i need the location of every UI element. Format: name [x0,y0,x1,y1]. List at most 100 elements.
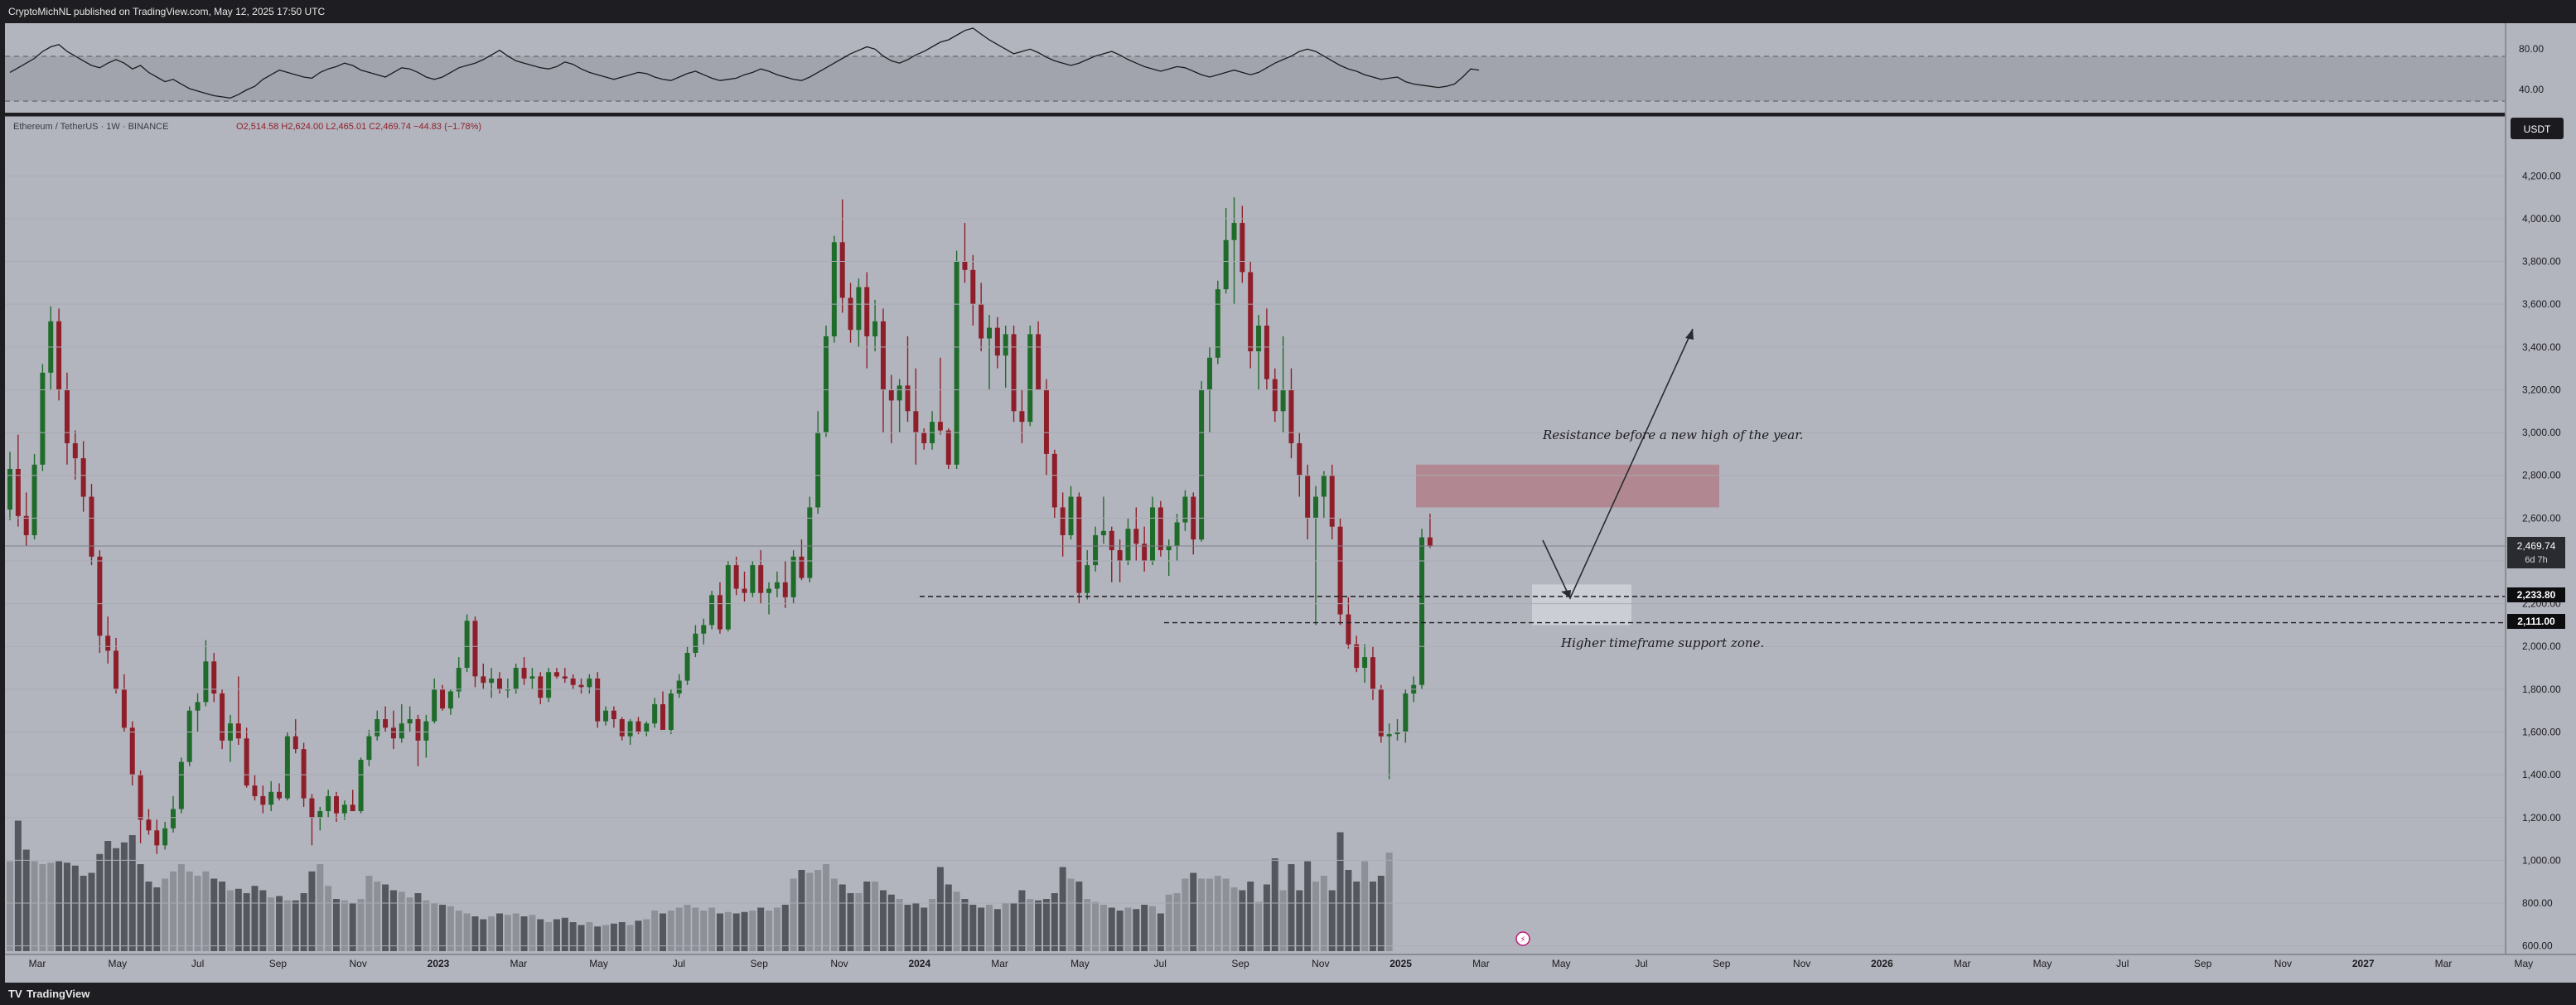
volume-bar [7,861,13,951]
volume-bar [732,913,740,951]
candle-body [244,738,249,786]
currency-badge[interactable] [2511,118,2564,139]
volume-bar [872,882,879,951]
volume-bar [170,871,176,951]
footer-brand[interactable]: TradingView [27,988,90,1000]
candle-body [937,422,943,431]
candle-body [553,672,559,677]
volume-bar [839,884,846,951]
volume-bar [96,853,104,951]
volume-bar [1198,878,1206,951]
lightning-event-icon[interactable] [1515,931,1530,946]
candle-body [358,760,364,812]
volume-bar [781,905,789,951]
support-upper-box [2507,587,2565,602]
volume-bar [986,905,993,951]
volume-bar [651,911,659,951]
candle-body [390,727,396,739]
x-tick-label: 2024 [908,958,930,969]
candle-body [505,689,510,691]
tradingview-logo-icon: TV [8,988,22,1000]
support-zone[interactable] [1532,584,1631,626]
candle-body [1100,530,1106,535]
candle-body [1248,272,1254,351]
volume-bar [830,878,838,951]
candle-body [64,389,70,443]
resistance-annotation[interactable]: Resistance before a new high of the year… [1542,428,1804,442]
y-tick-label: 1,800.00 [2522,684,2561,695]
candle-body [1215,289,1220,358]
volume-bar [1288,864,1295,951]
volume-bar [660,913,666,951]
candle-body [407,719,413,724]
bar-countdown-label: 6d 7h [2525,555,2548,565]
time-axis-labels: Mar May Jul Sep Nov 2023 Mar May Jul Sep Nov 2024 Ma… [29,958,2533,969]
support-annotation[interactable]: Higher timeframe support zone. [1560,635,1764,650]
y-tick-label: 2,600.00 [2522,512,2561,524]
symbol-title[interactable]: Ethereum / TetherUS · 1W · BINANCE [13,122,168,132]
x-tick-label: Jul [2116,958,2129,969]
candle-body [627,721,633,737]
volume-bar [618,922,626,951]
candle-body [399,723,404,739]
candle-body [268,791,274,805]
candle-body [72,442,78,459]
x-tick-label: Nov [830,958,848,969]
volume-bar [1018,890,1026,951]
volume-bar [292,900,299,951]
candle-body [570,678,576,685]
candle-body [1394,732,1400,735]
candle-body [366,736,372,761]
candle-body [578,684,584,688]
volume-bar [71,865,79,951]
volume-bar [177,864,185,951]
volume-bar [847,893,854,951]
volume-bar [488,916,495,951]
volume-bar [921,907,928,951]
candle-body [660,703,665,730]
candle-body [89,496,94,557]
x-tick-label: May [1071,958,1090,969]
volume-bar [969,905,977,951]
candle-body [1337,526,1343,615]
y-tick-label: 800.00 [2522,897,2553,909]
candle-body [1346,614,1351,645]
candle-body [481,676,486,684]
volume-bar [1385,853,1393,951]
candle-body [603,710,609,722]
candle-body [235,723,241,739]
volume-bar [137,864,144,951]
volume-bar [863,882,871,951]
volume-bar [561,917,568,951]
price-scale[interactable] [2506,23,2576,954]
volume-bar [1255,901,1263,951]
candle-body [1027,334,1033,423]
candle-body [1240,223,1245,273]
resistance-zone[interactable] [1416,464,1719,508]
volume-bar [553,919,560,951]
volume-bar [1027,899,1034,951]
volume-bar [896,899,903,951]
volume-bar [251,886,259,951]
support-lower-label: 2,111.00 [2517,616,2555,627]
candle-body [497,678,502,689]
volume-bar [341,900,348,951]
overlays [5,545,2505,624]
candle-body [529,676,535,679]
price-pane[interactable] [5,116,2505,954]
x-tick-label: Jul [1635,958,1647,969]
x-tick-label: Jul [1154,958,1167,969]
candle-body [848,297,853,331]
candle-body [1280,389,1286,412]
time-axis[interactable] [5,954,2576,983]
volume-bar [1369,882,1376,951]
volume-bar [63,862,70,951]
candle-body [1019,411,1025,423]
candle-body [1150,507,1155,561]
volume-bar [1279,890,1287,951]
candle-body [383,719,389,728]
x-tick-label: May [2514,958,2533,969]
x-tick-label: May [108,958,127,969]
volume-bar [945,884,952,951]
